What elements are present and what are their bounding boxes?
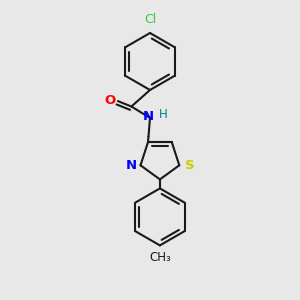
Text: N: N — [126, 159, 137, 172]
Text: Cl: Cl — [144, 14, 156, 26]
Text: N: N — [143, 110, 154, 123]
Text: CH₃: CH₃ — [149, 251, 171, 264]
Text: O: O — [104, 94, 116, 107]
Text: H: H — [158, 108, 167, 122]
Text: S: S — [185, 159, 194, 172]
